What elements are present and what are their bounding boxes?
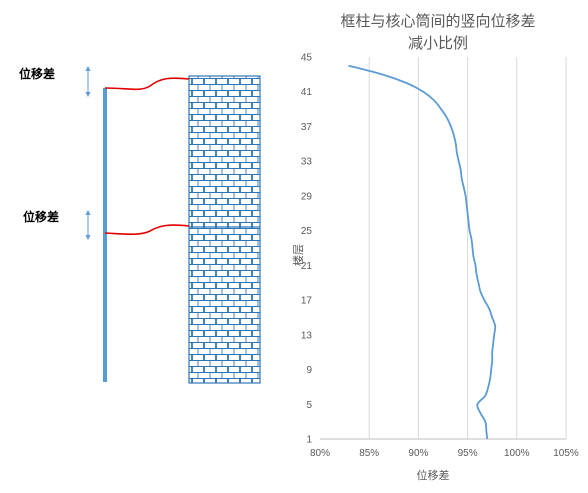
- y-tick-label: 45: [301, 53, 313, 64]
- y-tick-label: 25: [301, 226, 313, 237]
- x-tick-label: 100%: [504, 448, 530, 459]
- label-displacement-top: 位移差: [19, 66, 55, 81]
- x-tick-label: 85%: [359, 448, 379, 459]
- frame-column: [103, 88, 107, 382]
- link-beam-mid: [104, 224, 190, 236]
- chart-title-line1: 框柱与核心筒间的竖向位移差: [340, 12, 535, 30]
- y-tick-label: 41: [301, 87, 313, 98]
- y-tick-label: 37: [301, 122, 313, 133]
- y-tick-label: 17: [301, 296, 313, 307]
- x-gridlines: [368, 57, 567, 439]
- y-axis-title: 楼层: [291, 244, 305, 266]
- y-tick-label: 9: [306, 365, 312, 376]
- y-tick-label: 21: [301, 261, 313, 272]
- x-tick-label: 95%: [458, 448, 478, 459]
- y-tick-label: 5: [306, 400, 312, 411]
- y-tick-labels: 1 5 9 13 17 21 25 29 33 37 41 45: [301, 53, 313, 446]
- y-tick-label: 13: [301, 330, 313, 341]
- y-tick-label: 29: [301, 191, 313, 202]
- x-tick-label: 105%: [553, 448, 579, 459]
- series-layer: [348, 64, 497, 440]
- x-tick-label: 90%: [408, 448, 428, 459]
- x-tick-labels: 80% 85% 90% 95% 100% 105%: [310, 448, 579, 459]
- y-tick-label: 33: [301, 157, 313, 168]
- chart-title-line2: 减小比例: [408, 34, 468, 52]
- series-line: [348, 64, 497, 440]
- x-tick-label: 80%: [310, 448, 330, 459]
- label-displacement-mid: 位移差: [23, 209, 59, 224]
- link-beam-top: [104, 77, 190, 91]
- y-tick-label: 1: [306, 435, 312, 446]
- displacement-arrow-mid: [85, 210, 91, 240]
- x-axis-title: 位移差: [417, 468, 450, 482]
- displacement-arrow-top: [85, 66, 91, 97]
- core-tube: [188, 75, 261, 384]
